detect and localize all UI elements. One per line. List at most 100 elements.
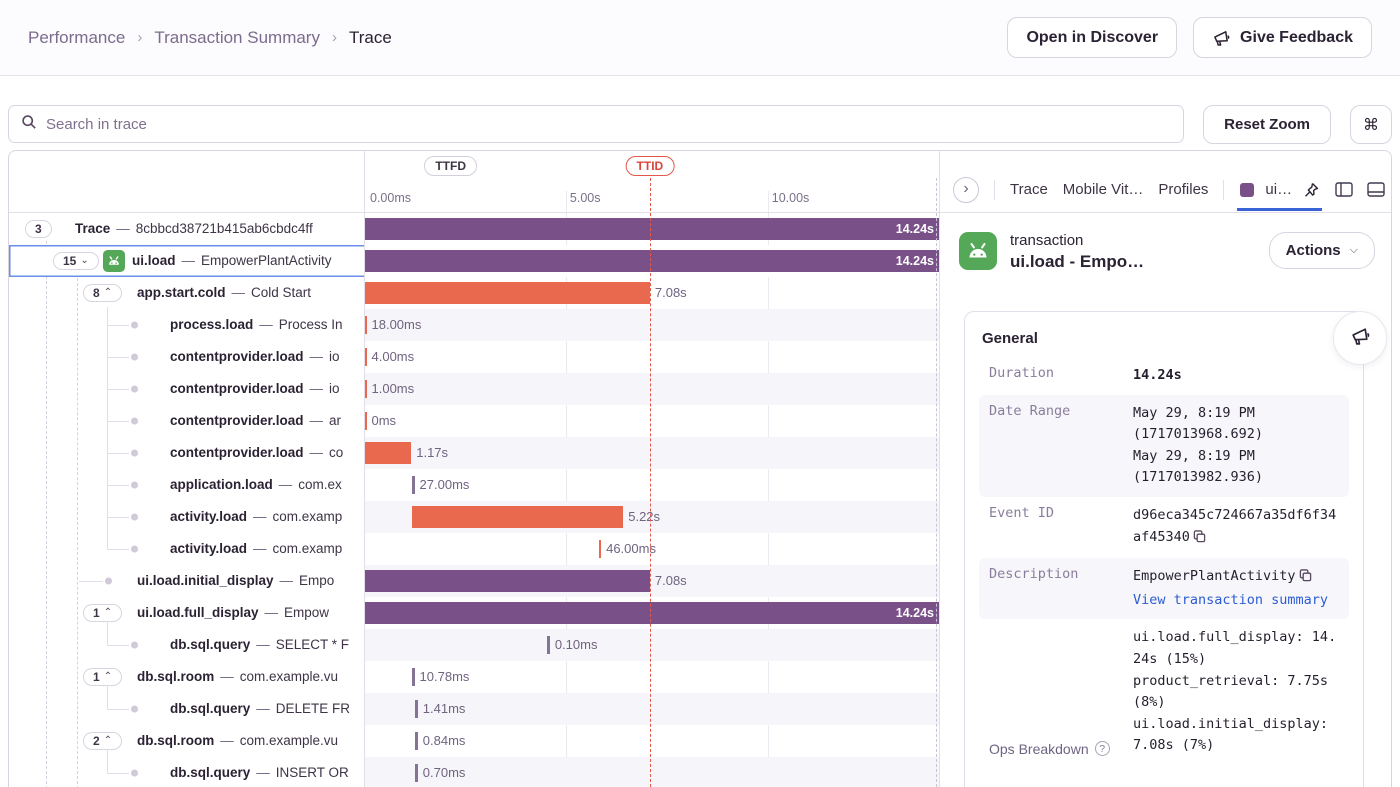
span-count-pill[interactable]: 1 ⌃ <box>83 668 123 686</box>
span-op: app.start.cold <box>137 285 226 300</box>
breadcrumb-item[interactable]: Performance <box>28 27 126 47</box>
chevron-up-icon: ⌃ <box>103 287 113 298</box>
span-description: ui.load.full_display — Empow <box>137 597 329 629</box>
span-count-pill[interactable]: 3 <box>25 220 52 238</box>
trace-row[interactable]: activity.load — com.examp 5.22s <box>9 501 939 533</box>
span-description: process.load — Process In <box>170 309 343 341</box>
separator: — <box>279 573 294 588</box>
tree-cell: 8 ⌃ app.start.cold — Cold Start <box>9 277 364 309</box>
tree-cell: contentprovider.load — io <box>9 341 364 373</box>
trace-row[interactable]: contentprovider.load — ar 0ms <box>9 405 939 437</box>
leaf-span-dot <box>131 449 138 457</box>
span-bar <box>364 348 367 366</box>
duration-label: 0ms <box>371 413 397 428</box>
span-bar: 14.24s <box>364 218 939 240</box>
trace-row[interactable]: 1 ⌃ ui.load.full_display — Empow 14.24s <box>9 597 939 629</box>
span-bar <box>547 636 550 654</box>
timeline-axis-header[interactable]: 0.00ms 5.00s 10.00s TTID TTFD <box>9 151 939 213</box>
separator: — <box>278 477 293 492</box>
trace-row[interactable]: contentprovider.load — io 1.00ms <box>9 373 939 405</box>
chevron-up-icon: ⌃ <box>103 735 113 746</box>
field-value-line: EmpowerPlantActivity <box>1133 566 1339 590</box>
field-value-line: 14.24s <box>1133 367 1182 383</box>
span-op: db.sql.query <box>170 637 251 652</box>
trace-row[interactable]: 8 ⌃ app.start.cold — Cold Start 7.08s <box>9 277 939 309</box>
trace-row[interactable]: process.load — Process In 18.00ms <box>9 309 939 341</box>
duration-cell: 4.00ms <box>364 341 939 373</box>
trace-row[interactable]: 3 Trace — 8cbbcd38721b415ab6cbdc4ff 14.24s <box>9 213 939 245</box>
timeline-gridline <box>565 191 567 787</box>
timeline-gridline <box>767 191 769 787</box>
duration-cell: 7.08s <box>364 565 939 597</box>
drawer-tab-trace[interactable]: Trace <box>1010 181 1048 198</box>
open-in-discover-button[interactable]: Open in Discover <box>1007 17 1178 58</box>
trace-row[interactable]: application.load — com.ex 27.00ms <box>9 469 939 501</box>
span-rows: 3 Trace —8cbbcd38721b415ab6cbdc4ff 14.24s 15… <box>9 213 939 787</box>
trace-row[interactable]: db.sql.query — INSERT OR 0.70ms <box>9 757 939 787</box>
duration-cell: 18.00ms <box>364 309 939 341</box>
separator: — <box>253 509 267 524</box>
span-detail: co <box>329 445 344 460</box>
view-transaction-summary-link[interactable]: View transaction summary <box>1133 591 1329 608</box>
actions-button[interactable]: Actions ⌵ <box>1268 232 1375 269</box>
search-bar[interactable] <box>8 105 1185 143</box>
dock-bottom-icon[interactable] <box>1367 182 1385 197</box>
span-count-pill[interactable]: 2 ⌃ <box>83 732 123 750</box>
reset-zoom-button[interactable]: Reset Zoom <box>1203 105 1331 144</box>
active-tab-label: ui… <box>1265 181 1293 198</box>
trace-row[interactable]: contentprovider.load — io 4.00ms <box>9 341 939 373</box>
field-key-label: Description <box>989 566 1079 583</box>
drawer-tab-mobilevit[interactable]: Mobile Vit… <box>1062 181 1144 198</box>
span-bar <box>412 506 624 528</box>
trace-row[interactable]: db.sql.query — DELETE FR 1.41ms <box>9 693 939 725</box>
tree-connector <box>107 749 108 773</box>
duration-cell: 10.78ms <box>364 661 939 693</box>
tab-active-span[interactable]: ui… <box>1237 181 1322 211</box>
help-icon[interactable]: ? <box>1094 741 1110 757</box>
collapse-drawer-button[interactable]: › <box>953 176 979 203</box>
divider <box>994 179 995 200</box>
feedback-floating-button[interactable] <box>1333 311 1387 365</box>
copy-icon[interactable] <box>1193 529 1206 551</box>
breadcrumb-item[interactable]: Trace <box>348 27 392 47</box>
separator: — <box>256 765 270 780</box>
span-description: db.sql.room — com.example.vu <box>137 661 338 693</box>
trace-row[interactable]: contentprovider.load — co 1.17s <box>9 437 939 469</box>
span-description: application.load — com.ex <box>170 469 342 501</box>
duration-cell: 5.22s <box>364 501 939 533</box>
trace-row[interactable]: db.sql.query — SELECT * F 0.10ms <box>9 629 939 661</box>
breadcrumb-item[interactable]: Transaction Summary <box>154 27 320 47</box>
tree-cell: db.sql.query — INSERT OR <box>9 757 364 787</box>
trace-row[interactable]: 1 ⌃ db.sql.room — com.example.vu 10.78ms <box>9 661 939 693</box>
trace-row[interactable]: 15 ⌄ ui.load — EmpowerPlantActivity 14.24s <box>9 245 939 277</box>
span-description: db.sql.query — SELECT * F <box>170 629 349 661</box>
tree-cell: contentprovider.load — ar <box>9 405 364 437</box>
span-description: contentprovider.load — io <box>170 373 340 405</box>
span-count-pill[interactable]: 8 ⌃ <box>83 284 123 302</box>
span-bar <box>364 380 367 398</box>
span-bar: 14.24s <box>364 250 939 272</box>
trace-row[interactable]: 2 ⌃ db.sql.room — com.example.vu 0.84ms <box>9 725 939 757</box>
span-count-pill[interactable]: 15 ⌄ <box>53 252 99 270</box>
span-detail: com.example.vu <box>239 733 339 748</box>
field-value: d96eca345c724667a35df6f34af45340 <box>1133 505 1339 550</box>
top-header: Performance › Transaction Summary › Trace Op… <box>0 0 1400 76</box>
drawer-tab-profiles[interactable]: Profiles <box>1158 181 1209 198</box>
pin-icon[interactable] <box>1303 182 1319 198</box>
copy-icon[interactable] <box>1299 568 1312 590</box>
span-count-pill[interactable]: 1 ⌃ <box>83 604 123 622</box>
tree-chart-divider[interactable] <box>364 151 365 787</box>
duration-cell: 0.84ms <box>364 725 939 757</box>
keyboard-shortcuts-button[interactable]: ⌘ <box>1350 105 1392 144</box>
trace-row[interactable]: ui.load.initial_display — Empo 7.08s <box>9 565 939 597</box>
open-in-discover-label: Open in Discover <box>1026 28 1159 46</box>
breadcrumb-separator: › <box>331 29 337 46</box>
separator: — <box>256 637 270 652</box>
give-feedback-button[interactable]: Give Feedback <box>1193 17 1372 58</box>
dock-left-icon[interactable] <box>1335 182 1353 197</box>
duration-label: 1.00ms <box>371 381 415 396</box>
search-input[interactable] <box>46 115 1172 133</box>
trace-row[interactable]: activity.load — com.examp 46.00ms <box>9 533 939 565</box>
tree-connector <box>107 485 129 486</box>
duration-label: 1.41ms <box>422 701 466 716</box>
